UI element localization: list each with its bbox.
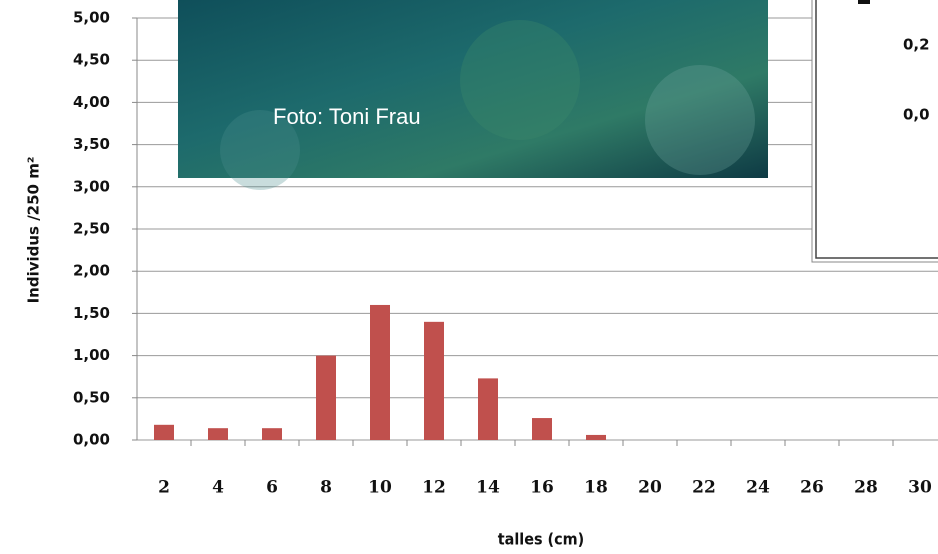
x-tick-label: 12: [422, 478, 446, 498]
bar: [532, 418, 552, 440]
photo: [178, 0, 768, 178]
x-axis-title: talles (cm): [498, 530, 584, 549]
x-tick-label: 22: [692, 478, 716, 498]
x-tick-label: 20: [638, 478, 662, 498]
photo-credit: Foto: Toni Frau: [273, 104, 421, 129]
y-tick-label: 0,00: [73, 431, 110, 449]
x-tick-label: 16: [530, 478, 554, 498]
y-tick-label: 2,00: [73, 262, 110, 280]
x-tick-label: 30: [908, 478, 932, 498]
x-tick-label: 10: [368, 478, 392, 498]
y-tick-label: 4,50: [73, 51, 110, 69]
y-tick-label: 1,00: [73, 346, 110, 364]
x-tick-label: 2: [158, 478, 170, 498]
y-tick-label: 0,50: [73, 388, 110, 406]
x-tick-label: 4: [212, 478, 224, 498]
y-tick-label: 4,00: [73, 93, 110, 111]
bar: [208, 428, 228, 440]
bar: [478, 378, 498, 440]
y-axis-title: Individus /250 m²: [25, 157, 43, 304]
bar: [316, 355, 336, 440]
y-tick-label: 3,50: [73, 135, 110, 153]
bar: [370, 304, 390, 440]
photo-detail: [220, 110, 300, 190]
y-tick-label: 2,50: [73, 220, 110, 238]
photo-detail: [460, 20, 580, 140]
photo-detail: [645, 65, 755, 175]
bar: [586, 434, 606, 440]
y-tick-label: 3,00: [73, 177, 110, 195]
inset-box: [811, 0, 938, 263]
inset-border: [815, 0, 938, 259]
y-tick-label: 1,50: [73, 304, 110, 322]
x-tick-label: 28: [854, 478, 878, 498]
x-tick-label: 6: [266, 478, 278, 498]
y-tick-label: 5,00: [73, 9, 110, 27]
x-tick-label: 8: [320, 478, 332, 498]
bar: [154, 424, 174, 440]
x-tick-label: 14: [476, 478, 500, 498]
x-tick-label: 24: [746, 478, 770, 498]
x-tick-label: 18: [584, 478, 608, 498]
inset-label: 0,0: [903, 106, 930, 124]
bar: [424, 321, 444, 440]
inset-label: 0,2: [903, 36, 930, 54]
inset-marker: [858, 0, 870, 4]
x-tick-label: 26: [800, 478, 824, 498]
bar: [262, 428, 282, 440]
